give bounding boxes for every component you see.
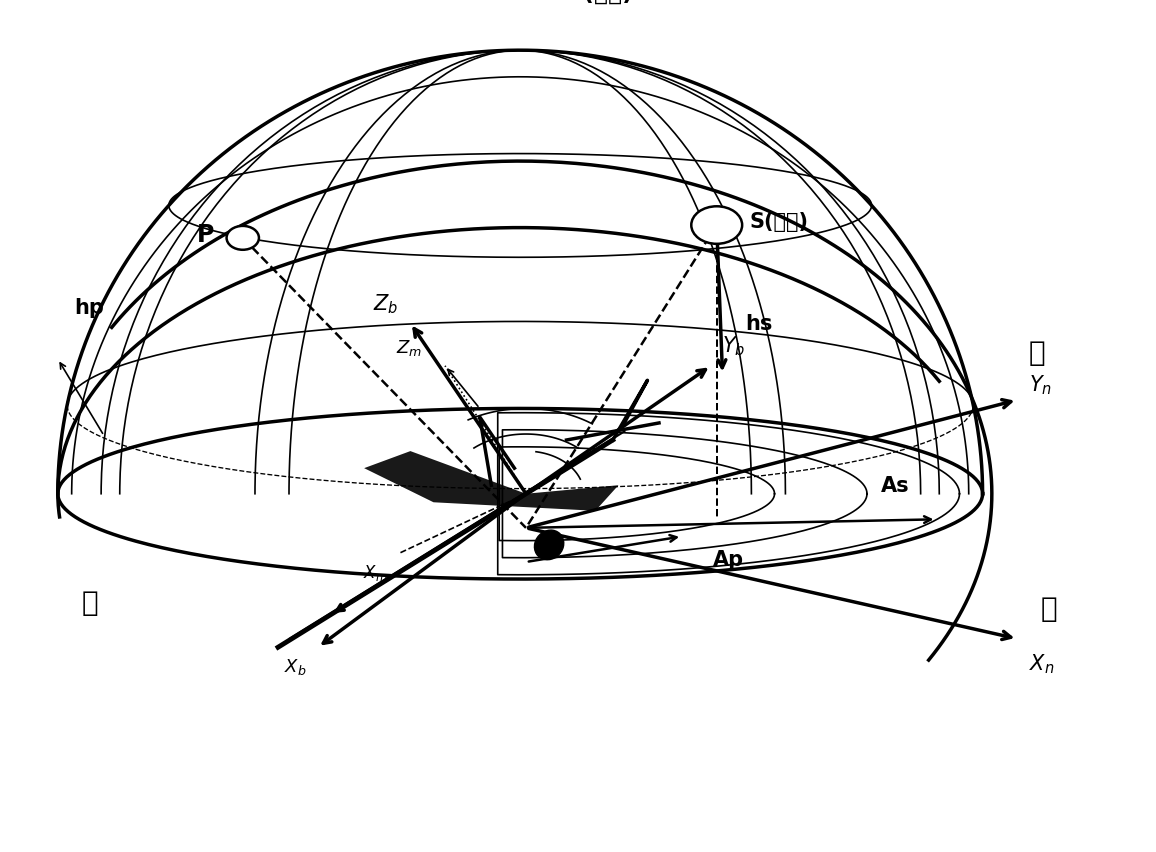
Text: $Z_m$: $Z_m$ — [395, 338, 422, 358]
Text: $X_m$: $X_m$ — [363, 562, 387, 582]
Text: S(太阳): S(太阳) — [749, 211, 808, 232]
Text: P: P — [197, 222, 214, 246]
Circle shape — [227, 227, 259, 250]
Text: 北: 北 — [1029, 338, 1045, 366]
Text: hp: hp — [74, 298, 104, 318]
Text: $Z_b$: $Z_b$ — [373, 291, 399, 315]
Text: Z(天顶): Z(天顶) — [566, 0, 633, 4]
Circle shape — [691, 207, 742, 245]
Text: $Y_b$: $Y_b$ — [722, 334, 746, 358]
Polygon shape — [364, 452, 618, 511]
Ellipse shape — [534, 531, 564, 560]
Text: 东: 东 — [1040, 594, 1057, 622]
Text: 南: 南 — [82, 588, 98, 616]
Text: $X_b$: $X_b$ — [284, 656, 306, 676]
Text: $X_n$: $X_n$ — [1029, 652, 1054, 676]
Text: $Y_n$: $Y_n$ — [1029, 372, 1052, 396]
Text: Ap: Ap — [713, 550, 743, 569]
Text: hs: hs — [746, 314, 773, 334]
Text: As: As — [881, 475, 910, 496]
